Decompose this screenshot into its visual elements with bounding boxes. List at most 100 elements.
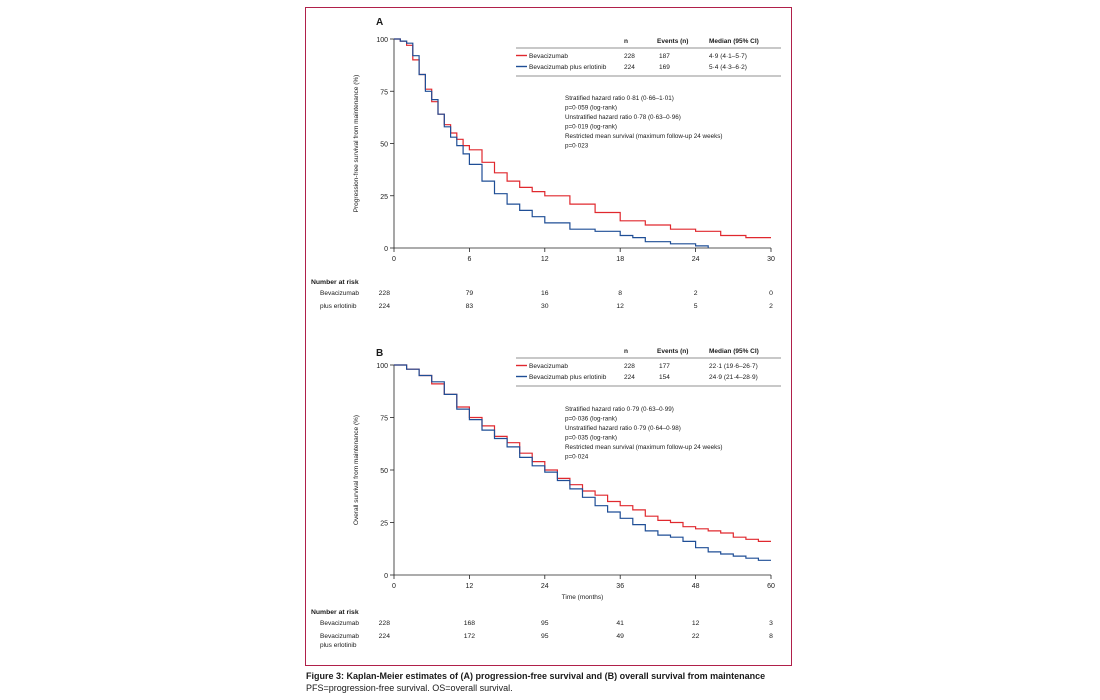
- panel-a-risk-value: 16: [541, 290, 549, 297]
- panel-a-risk-row-label: plus erlotinib: [320, 303, 357, 310]
- panel-b-letter: B: [376, 348, 383, 359]
- panel-b-table-header-n: n: [624, 348, 628, 355]
- panel-b-risk-value: 41: [616, 620, 624, 627]
- panel-b-legend-label: Bevacizumab plus erlotinib: [529, 374, 607, 381]
- panel-b-annotation: Restricted mean survival (maximum follow…: [565, 444, 722, 451]
- panel-a-risk-value: 79: [466, 290, 474, 297]
- panel-b-x-tick-label: 24: [541, 583, 549, 590]
- panel-a-risk-value: 8: [618, 290, 622, 297]
- panel-a-legend-label: Bevacizumab plus erlotinib: [529, 64, 607, 71]
- panel-b-risk-row-label: Bevacizumab: [320, 633, 359, 640]
- panel-b-risk-n: 228: [379, 620, 391, 627]
- panel-a-risk-row-label: Bevacizumab: [320, 290, 359, 297]
- panel-b-legend-n: 224: [624, 374, 635, 381]
- figure-frame: A 0 25 50 75 100 0 6 12 18 24 30 Progression-free su…: [305, 7, 792, 666]
- panel-a-x-tick-label: 24: [692, 256, 700, 263]
- panel-a-table-header-n: n: [624, 38, 628, 45]
- panel-b-x-tick-label: 60: [767, 583, 775, 590]
- panel-a-risk-n: 228: [379, 290, 391, 297]
- panel-b-x-tick-label: 0: [392, 583, 396, 590]
- panel-a-legend-label: Bevacizumab: [529, 53, 568, 60]
- panel-b-legend-events: 154: [659, 374, 670, 381]
- panel-a-risk-n: 224: [379, 303, 391, 310]
- panel-a-series-bevacizumab-erlotinib-line: [394, 38, 709, 248]
- panel-b-risk-title: Number at risk: [311, 609, 359, 616]
- panel-a-annotation: p=0·019 (log-rank): [565, 124, 617, 131]
- panel-a-x-tick-label: 6: [467, 256, 471, 263]
- panel-a-legend-n: 228: [624, 53, 635, 60]
- panel-b-x-tick-label: 48: [692, 583, 700, 590]
- panel-b-chart: B 0 25 50 75 100 0 12 24 36 48 60 Overall survival f…: [311, 348, 781, 649]
- panel-a-y-tick-label: 100: [376, 37, 388, 44]
- panel-b-x-tick-label: 36: [616, 583, 624, 590]
- panel-b-risk-value: 22: [692, 633, 700, 640]
- panel-b-risk-value: 8: [769, 633, 773, 640]
- panel-a-y-tick-label: 75: [380, 89, 388, 96]
- panel-a-y-axis-label: Progression-free survival from maintenan…: [353, 75, 360, 213]
- panel-b-y-tick-label: 0: [384, 573, 388, 580]
- panel-a-y-tick-label: 25: [380, 194, 388, 201]
- panel-b-risk-row-label: plus erlotinib: [320, 642, 357, 649]
- panel-b-y-tick-label: 100: [376, 363, 388, 370]
- panel-b-annotation: p=0·036 (log-rank): [565, 416, 617, 423]
- panel-b-annotation: Stratified hazard ratio 0·79 (0·63–0·99): [565, 406, 674, 413]
- panel-a-annotation: Unstratified hazard ratio 0·78 (0·63–0·9…: [565, 114, 681, 121]
- panel-a-letter: A: [376, 17, 383, 28]
- panel-b-x-tick-label: 12: [466, 583, 474, 590]
- panel-b-series-bevacizumab-erlotinib-line: [394, 364, 771, 561]
- panel-b-risk-value: 12: [692, 620, 700, 627]
- panel-a-risk-value: 83: [466, 303, 474, 310]
- panel-b-legend-events: 177: [659, 363, 670, 370]
- panel-b-annotation: p=0·024: [565, 454, 589, 461]
- panel-a-risk-value: 2: [769, 303, 773, 310]
- panel-a-table-header-median: Median (95% CI): [709, 38, 759, 45]
- panel-b-table-header-events: Events (n): [657, 348, 688, 355]
- panel-a-y-tick-label: 0: [384, 246, 388, 253]
- panel-a-x-tick-label: 30: [767, 256, 775, 263]
- panel-b-legend-median: 22·1 (19·6–26·7): [709, 363, 758, 370]
- panel-b-risk-row-label: Bevacizumab: [320, 620, 359, 627]
- panel-a-annotation: Restricted mean survival (maximum follow…: [565, 133, 722, 140]
- panel-b-y-tick-label: 75: [380, 416, 388, 423]
- panel-b-risk-value: 95: [541, 633, 549, 640]
- panel-b-annotation: Unstratified hazard ratio 0·79 (0·64–0·9…: [565, 425, 681, 432]
- panel-a-annotation: Stratified hazard ratio 0·81 (0·66–1·01): [565, 95, 674, 102]
- caption-title: Figure 3: Kaplan-Meier estimates of (A) …: [306, 671, 766, 681]
- panel-a-legend-n: 224: [624, 64, 635, 71]
- panel-a-legend-events: 169: [659, 64, 670, 71]
- panel-b-y-axis-label: Overall survival from maintenance (%): [353, 415, 360, 525]
- panel-b-risk-value: 3: [769, 620, 773, 627]
- panel-a-risk-value: 0: [769, 290, 773, 297]
- panel-b-risk-value: 49: [616, 633, 624, 640]
- panel-b-annotation: p=0·035 (log-rank): [565, 435, 617, 442]
- panel-b-y-tick-label: 50: [380, 468, 388, 475]
- panel-a-legend-events: 187: [659, 53, 670, 60]
- panel-a-annotation: p=0·059 (log-rank): [565, 105, 617, 112]
- panel-a-annotation: p=0·023: [565, 143, 589, 150]
- caption-abbreviations: PFS=progression-free survival. OS=overal…: [306, 683, 513, 693]
- panel-b-y-tick-label: 25: [380, 521, 388, 528]
- panel-b-risk-value: 172: [464, 633, 476, 640]
- panel-a-x-tick-label: 12: [541, 256, 549, 263]
- panel-a-risk-value: 2: [694, 290, 698, 297]
- panel-b-legend-median: 24·9 (21·4–28·9): [709, 374, 758, 381]
- panel-b-x-axis-label: Time (months): [562, 594, 604, 601]
- panel-b-legend-n: 228: [624, 363, 635, 370]
- panel-a-legend-median: 4·9 (4·1–5·7): [709, 53, 747, 60]
- panel-a-x-tick-label: 0: [392, 256, 396, 263]
- figure-caption: Figure 3: Kaplan-Meier estimates of (A) …: [306, 670, 806, 694]
- panel-b-legend-label: Bevacizumab: [529, 363, 568, 370]
- panel-a-x-tick-label: 18: [616, 256, 624, 263]
- panel-a-risk-value: 5: [694, 303, 698, 310]
- panel-a-legend-median: 5·4 (4·3–6·2): [709, 64, 747, 71]
- panel-a-risk-value: 12: [616, 303, 624, 310]
- panel-a-y-tick-label: 50: [380, 142, 388, 149]
- panel-a-risk-title: Number at risk: [311, 279, 359, 286]
- panel-a-table-header-events: Events (n): [657, 38, 688, 45]
- panel-b-risk-value: 95: [541, 620, 549, 627]
- panel-b-risk-n: 224: [379, 633, 391, 640]
- panel-b-risk-value: 168: [464, 620, 476, 627]
- panel-a-risk-value: 30: [541, 303, 549, 310]
- panel-b-table-header-median: Median (95% CI): [709, 348, 759, 355]
